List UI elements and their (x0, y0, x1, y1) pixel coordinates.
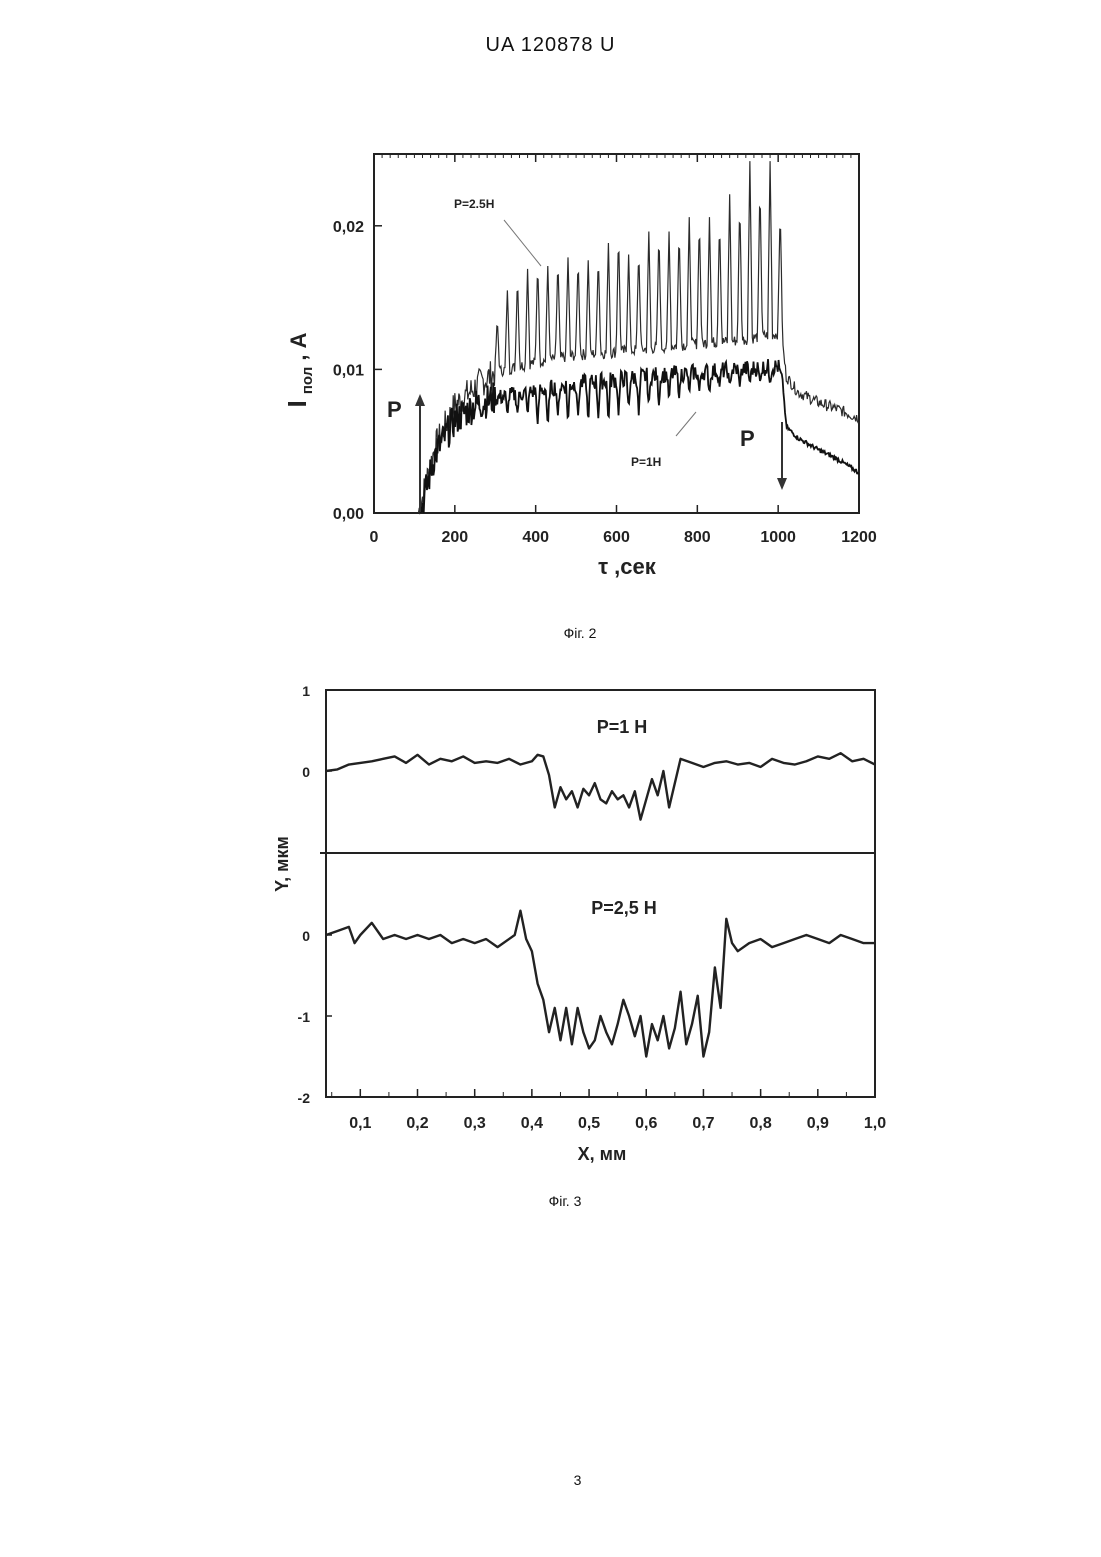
plot-frame (326, 690, 875, 1097)
x-tick-label: 0,4 (521, 1115, 543, 1132)
y-tick-label: -2 (298, 1090, 311, 1106)
y-axis-label: Y, мкм (272, 836, 292, 892)
load-on-label: P (387, 397, 402, 422)
y-axis-label-main: I (282, 400, 312, 407)
y-tick-label: -1 (298, 1009, 311, 1025)
figure-2-caption: Фіг. 2 (0, 625, 1101, 641)
y-tick-label: 0,01 (333, 362, 364, 379)
panel-label-bottom: P=2,5 H (591, 898, 657, 918)
x-axis-label: X, мм (578, 1144, 627, 1164)
y-tick-label: 0,00 (333, 506, 364, 523)
x-tick-label: 200 (441, 529, 468, 546)
panel-label-top: P=1 H (597, 717, 648, 737)
x-axis-label: τ ,сек (598, 554, 657, 579)
x-tick-label: 0 (370, 529, 379, 546)
load-on-arrowhead (415, 394, 425, 406)
series-line-profile (326, 753, 875, 819)
x-tick-label: 0,2 (406, 1115, 428, 1132)
document-header: UA 120878 U (0, 34, 1101, 57)
y-tick-label: 0 (302, 928, 310, 944)
load-off-label: P (740, 426, 755, 451)
x-tick-label: 800 (684, 529, 711, 546)
x-tick-label: 600 (603, 529, 630, 546)
axis-ticks (326, 690, 875, 1097)
x-tick-label: 0,1 (349, 1115, 371, 1132)
figure-3-caption: Фіг. 3 (0, 1193, 1101, 1209)
figure-2-chart: 0 200 400 600 800 1000 1200 0,00 0,01 0,02 τ ,сек… (260, 140, 920, 590)
load-off-arrowhead (777, 478, 787, 490)
x-tick-label: 0,9 (807, 1115, 829, 1132)
x-tick-label: 0,6 (635, 1115, 657, 1132)
y-tick-label: 0,02 (333, 219, 364, 236)
series-line-p1h (420, 359, 858, 513)
y-axis-label: I пол , A (282, 332, 317, 407)
y-tick-label: 1 (302, 683, 310, 699)
series-label-lower-leader (676, 412, 696, 436)
x-tick-label: 400 (522, 529, 549, 546)
figure-3-chart: 0,1 0,2 0,3 0,4 0,5 0,6 0,7 0,8 0,9 1,0 1 0 0 -1 -2 P=… (260, 676, 900, 1176)
y-tick-label: 0 (302, 764, 310, 780)
x-tick-label: 1200 (841, 529, 877, 546)
x-tick-label: 0,8 (750, 1115, 772, 1132)
series-label-lower: P=1H (631, 455, 661, 469)
x-tick-label: 0,5 (578, 1115, 600, 1132)
x-tick-label: 1,0 (864, 1115, 886, 1132)
x-tick-label: 1000 (760, 529, 796, 546)
x-tick-label: 0,3 (464, 1115, 486, 1132)
page-number: 3 (0, 1472, 1101, 1488)
y-axis-label-unit: , A (286, 332, 311, 360)
series-label-upper-leader (504, 220, 541, 266)
y-axis-label-sub: пол (299, 367, 316, 394)
series-label-upper: P=2.5H (454, 197, 494, 211)
x-tick-label: 0,7 (692, 1115, 714, 1132)
series-line-profile (326, 911, 875, 1057)
